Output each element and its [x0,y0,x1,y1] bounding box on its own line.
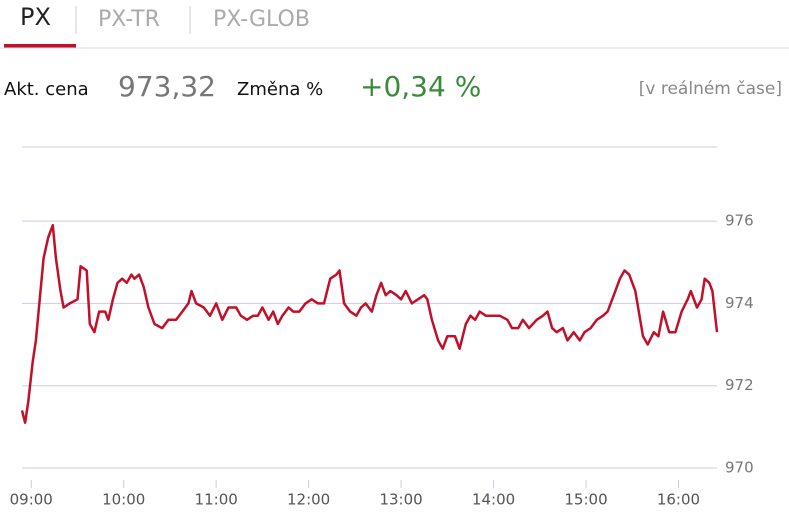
x-tick-label: 13:00 [379,491,422,509]
tab[interactable]: PX-TR [98,7,160,32]
y-tick-label: 976 [725,212,754,230]
x-tick-label: 16:00 [657,491,700,509]
y-tick-label: 972 [725,376,754,394]
x-tick-label: 15:00 [564,491,607,509]
change-label: Změna % [237,79,323,100]
active-tab-indicator [4,44,76,48]
price-label: Akt. cena [4,79,89,100]
y-tick-label: 974 [725,294,754,312]
tab[interactable]: PX [20,3,51,31]
price-line [20,223,719,424]
x-tick-label: 10:00 [102,491,145,509]
x-tick-label: 09:00 [10,491,53,509]
y-tick-label: 970 [725,459,754,477]
x-tick-label: 14:00 [472,491,515,509]
status: [v reálném čase] [639,79,782,99]
change: +0,34 % [360,70,481,103]
tab[interactable]: PX-GLOB [213,7,310,32]
price: 973,32 [118,70,216,103]
x-tick-label: 12:00 [287,491,330,509]
x-tick-label: 11:00 [195,491,238,509]
